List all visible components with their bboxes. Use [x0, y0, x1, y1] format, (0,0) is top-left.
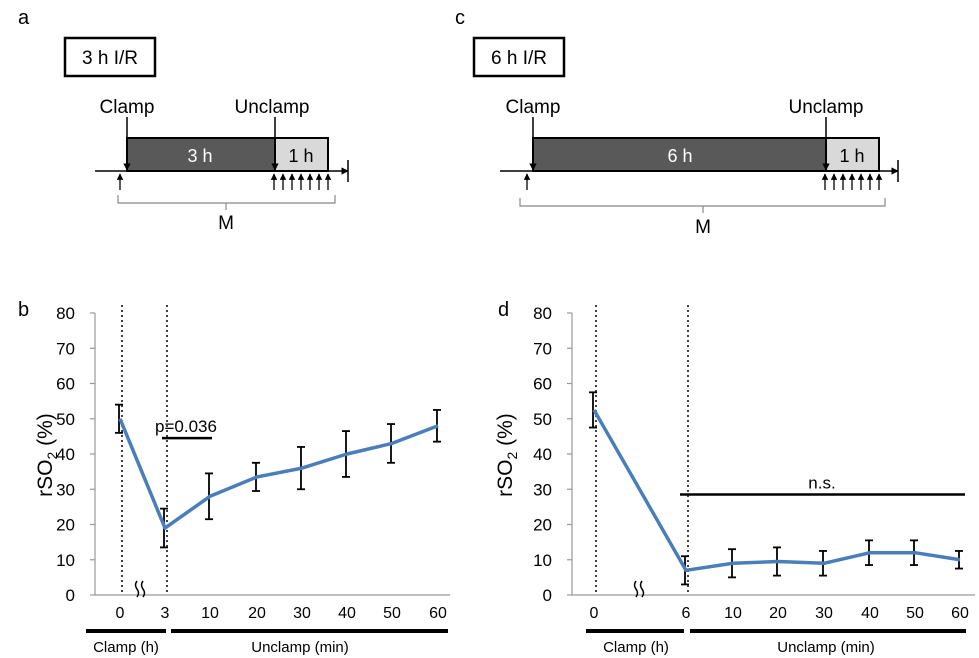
panel-b-unclamp-label: Unclamp (min): [251, 639, 349, 656]
panel-b-x-tick-label: 0: [116, 605, 125, 622]
panel-c-measure-bracket: [519, 198, 886, 213]
panel-b-ylabel: rSO2 (%): [34, 413, 60, 497]
panel-b-significance: p=0.036: [155, 417, 217, 440]
panel-a-unclamp-label: Unclamp: [235, 97, 310, 118]
panel-b-y-tick-label: 80: [56, 304, 75, 323]
panel-b-reference-lines: [121, 305, 168, 595]
panel-c-ischemia-label: 6 h: [667, 146, 692, 166]
panel-b-x-tick-label: 50: [383, 605, 401, 622]
panel-d-y-tick-label: 30: [533, 480, 552, 499]
panel-d-x-tick-label: 30: [815, 605, 833, 622]
panel-a-label: 3 h I/R: [82, 48, 138, 69]
panel-b-x-tick-label: 10: [201, 605, 219, 622]
panel-b-y-tick-label: 60: [56, 375, 75, 394]
panel-b-y-axis: 0 10 20 30 40 50 60 70 80: [56, 304, 96, 605]
panel-b-x-tick-label: 40: [338, 605, 356, 622]
panel-b-y-tick-label: 70: [56, 339, 75, 358]
panel-d-series-line: [592, 409, 961, 573]
panel-d-x-tick-label: 20: [769, 605, 787, 622]
panel-d-chart: d rSO2 (%) 0 10 20 30 40 50 60 70 80 n.s. 0 6 10 20…: [494, 299, 975, 656]
panel-b-x-tick-label: 20: [248, 605, 266, 622]
panel-c-clamp-label: Clamp: [506, 97, 561, 118]
panel-d-significance-label: n.s.: [808, 474, 835, 493]
panel-d-x-tick-label: 50: [906, 605, 924, 622]
panel-b-x-tick-labels: 0 3 10 20 30 40 50 60: [116, 605, 447, 622]
panel-d-y-tick-label: 0: [543, 586, 552, 605]
panel-d-x-tick-label: 60: [951, 605, 969, 622]
panel-d-x-tick-labels: 0 6 10 20 30 40 50 60: [590, 605, 969, 622]
panel-d-error-bar: [589, 391, 597, 429]
panel-d-axis-break: [633, 580, 645, 598]
panel-a-label-box: [63, 36, 157, 78]
panel-d-y-tick-label: 60: [533, 375, 552, 394]
panel-b-letter: b: [18, 299, 29, 321]
panel-d-unclamp-label: Unclamp (min): [777, 639, 875, 656]
panel-d-ylabel: rSO2 (%): [494, 413, 520, 497]
panel-c-measurement-arrows: [523, 173, 883, 190]
panel-a-letter: a: [18, 7, 30, 29]
panel-b-error-bar: [115, 403, 123, 434]
panel-c-label: 6 h I/R: [491, 48, 547, 69]
panel-c-reperfusion-label: 1 h: [839, 146, 864, 166]
panel-b-series-line: [118, 418, 439, 530]
panel-a-measure-label: M: [218, 213, 234, 234]
panel-b-clamp-label: Clamp (h): [93, 639, 159, 656]
panel-b-y-tick-label: 30: [56, 480, 75, 499]
panel-d-x-tick-label: 6: [682, 605, 691, 622]
panel-b-y-tick-label: 0: [66, 586, 75, 605]
panel-b-significance-label: p=0.036: [155, 417, 217, 436]
panel-b-x-tick-label: 3: [161, 605, 170, 622]
panel-c-measure-label: M: [695, 217, 711, 238]
panel-d-significance: n.s.: [680, 474, 965, 496]
panel-b-y-tick-label: 50: [56, 410, 75, 429]
panel-d-x-tick-label: 0: [590, 605, 599, 622]
panel-b-y-tick-label: 20: [56, 516, 75, 535]
panel-d-x-tick-label: 10: [724, 605, 742, 622]
panel-b-error-bars: [115, 403, 441, 549]
panel-d-y-tick-label: 80: [533, 304, 552, 323]
panel-c-label-box: [472, 36, 566, 78]
panel-a-clamp-label: Clamp: [100, 97, 155, 118]
panel-a-timeline: a 3 h I/R Clamp Unclamp 3 h 1 h M: [18, 7, 349, 234]
panel-c-timeline: c 6 h I/R Clamp Unclamp 6 h 1 h M: [455, 7, 899, 238]
panel-b-axis-break: [134, 580, 146, 598]
panel-d-y-axis: 0 10 20 30 40 50 60 70 80: [533, 304, 573, 605]
panel-a-measurement-arrows: [116, 173, 332, 190]
panel-d-reference-lines: [595, 305, 689, 595]
panel-d-error-bars: [589, 391, 963, 586]
panel-b-x-tick-label: 60: [429, 605, 447, 622]
panel-b-chart: b rSO2 (%) 0 10 20 30 40 50 60 70 80 p=0.036 0 3 1…: [18, 299, 450, 656]
panel-d-clamp-label: Clamp (h): [603, 639, 669, 656]
panel-d-y-tick-label: 10: [533, 551, 552, 570]
panel-a-reperfusion-label: 1 h: [288, 146, 313, 166]
panel-d-y-tick-label: 40: [533, 445, 552, 464]
panel-d-y-tick-label: 50: [533, 410, 552, 429]
panel-c-letter: c: [455, 7, 465, 29]
panel-b-y-tick-label: 40: [56, 445, 75, 464]
panel-b-y-tick-label: 10: [56, 551, 75, 570]
panel-a-ischemia-label: 3 h: [187, 146, 212, 166]
panel-b-x-tick-label: 30: [293, 605, 311, 622]
panel-d-y-tick-label: 20: [533, 516, 552, 535]
panel-a-measure-bracket: [117, 195, 336, 210]
panel-c-unclamp-label: Unclamp: [789, 97, 864, 118]
panel-d-y-tick-label: 70: [533, 339, 552, 358]
panel-d-letter: d: [498, 299, 509, 321]
panel-d-x-tick-label: 40: [861, 605, 879, 622]
